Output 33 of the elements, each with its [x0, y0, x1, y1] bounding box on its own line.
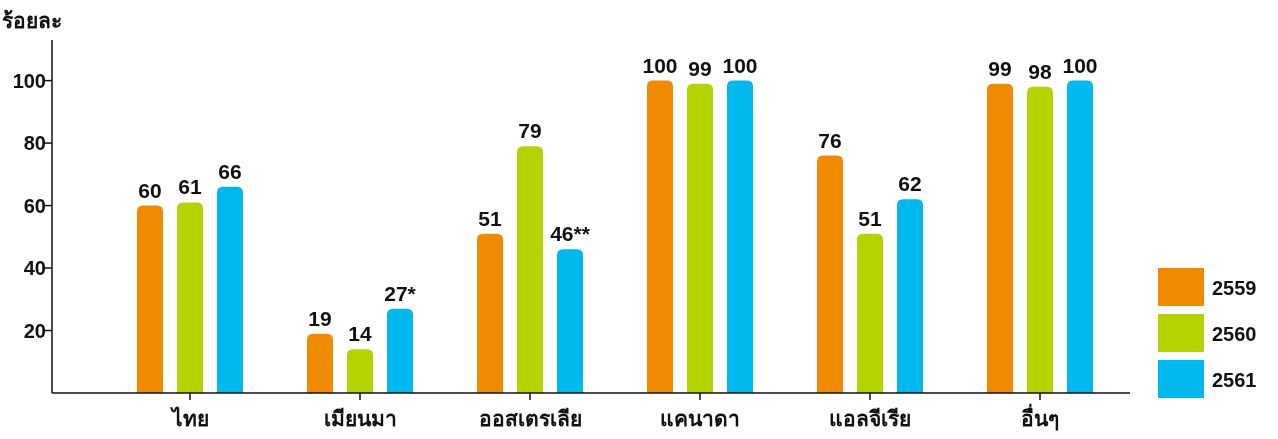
legend-label: 2561	[1212, 369, 1257, 391]
y-tick-label: 60	[23, 194, 46, 217]
y-tick-label: 80	[23, 132, 46, 155]
data-label: 14	[348, 322, 372, 346]
x-tick-label: อื่นๆ	[1021, 403, 1059, 431]
legend-label: 2560	[1212, 323, 1257, 345]
data-label: 27*	[384, 281, 417, 305]
x-tick-label: ออสเตรเลีย	[478, 407, 582, 430]
data-label: 99	[988, 56, 1012, 80]
x-tick-label: แอลจีเรีย	[829, 407, 911, 430]
x-tick-label: เมียนมา	[323, 407, 397, 430]
data-label: 19	[308, 306, 332, 330]
data-label: 99	[688, 56, 712, 80]
legend-label: 2559	[1212, 277, 1257, 299]
data-label: 79	[518, 119, 542, 143]
y-tick-label: 40	[23, 257, 46, 280]
data-label: 62	[898, 172, 922, 196]
data-label: 51	[858, 206, 882, 230]
x-tick-label: แคนาดา	[660, 407, 740, 430]
data-label: 51	[478, 206, 502, 230]
data-label: 61	[178, 175, 202, 199]
data-label: 66	[218, 159, 242, 183]
data-label: 100	[642, 53, 678, 77]
y-axis-title: ร้อยละ	[2, 9, 62, 32]
x-tick-label: ไทย	[169, 406, 209, 430]
data-label: 76	[818, 128, 842, 152]
y-tick-label: 20	[23, 319, 46, 342]
data-label: 60	[138, 178, 162, 202]
data-label: 100	[1062, 53, 1098, 77]
data-label: 98	[1028, 59, 1052, 83]
data-label: 46**	[550, 222, 591, 246]
y-tick-label: 100	[12, 69, 46, 92]
data-label: 100	[722, 53, 758, 77]
